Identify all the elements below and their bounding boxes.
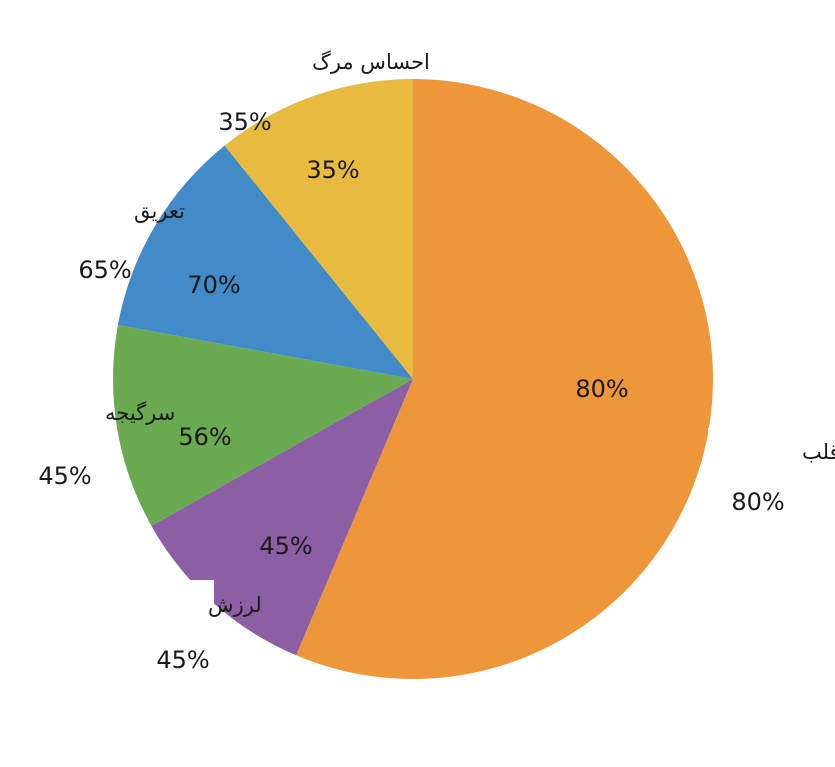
pie-slice-tapesh-ghalb bbox=[296, 79, 714, 679]
pie-slice-larzesh bbox=[151, 379, 413, 656]
value-label-ehsas-marg: 35% bbox=[218, 108, 271, 136]
pie-slice-sargijeh bbox=[113, 325, 413, 526]
category-label-ehsas-marg: احساس مرگ bbox=[312, 50, 430, 74]
category-label-larzesh: لرزش bbox=[208, 593, 262, 617]
inner-labels: 80% 45% 56% 70% 35% bbox=[178, 156, 628, 560]
pie-slice-ehsas-marg bbox=[224, 79, 413, 379]
label-bg-tapesh-ghalb bbox=[708, 428, 808, 472]
category-label-tapesh-ghalb: تپش قلب bbox=[802, 440, 835, 464]
category-label-sargijeh: سرگیجه bbox=[105, 401, 175, 425]
inner-label-sargijeh: 56% bbox=[178, 423, 231, 451]
external-labels: تپش قلب 80% لرزش 45% سرگیجه 45% تعریق 65… bbox=[38, 50, 835, 674]
pie-slice-taarigh bbox=[117, 145, 414, 379]
value-label-sargijeh: 45% bbox=[38, 462, 91, 490]
value-label-taarigh: 65% bbox=[78, 256, 131, 284]
value-label-tapesh-ghalb: 80% bbox=[731, 488, 784, 516]
label-bg-larzesh bbox=[150, 580, 214, 624]
category-label-taarigh: تعریق bbox=[134, 199, 185, 223]
inner-label-tapesh-ghalb: 80% bbox=[575, 375, 628, 403]
inner-label-ehsas-marg: 35% bbox=[306, 156, 359, 184]
value-label-larzesh: 45% bbox=[156, 646, 209, 674]
inner-label-taarigh: 70% bbox=[187, 271, 240, 299]
pie-slices bbox=[113, 79, 714, 679]
inner-label-larzesh: 45% bbox=[259, 532, 312, 560]
